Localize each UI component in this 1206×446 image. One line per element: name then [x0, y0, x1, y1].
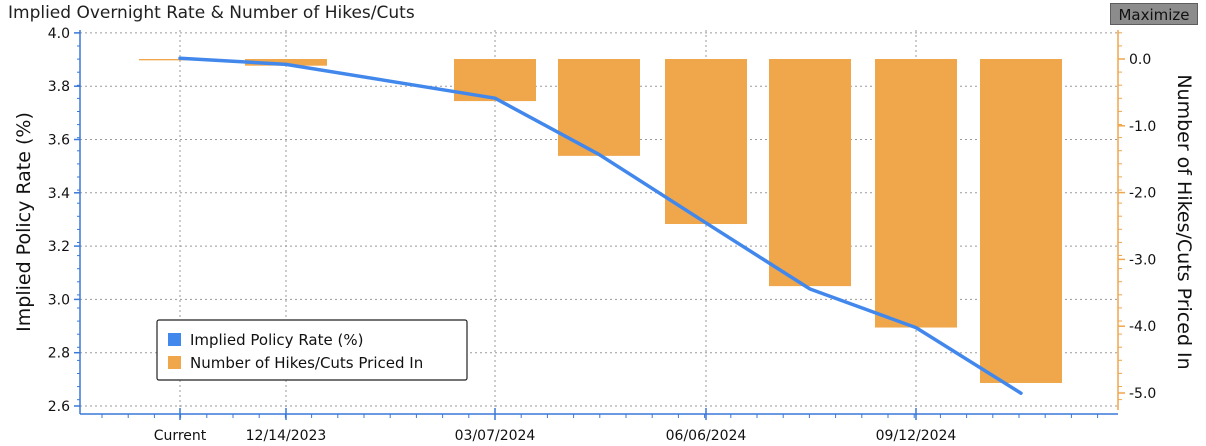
left-tick-label: 2.6	[48, 399, 70, 415]
left-tick-label: 3.4	[48, 186, 70, 202]
bar	[558, 59, 640, 156]
right-tick-label: 0.0	[1129, 52, 1151, 68]
legend-swatch-line	[168, 333, 181, 346]
series-line	[178, 56, 1023, 395]
left-tick-label: 4.0	[48, 26, 70, 42]
legend-label-bar: Number of Hikes/Cuts Priced In	[190, 354, 423, 372]
x-tick-label: Current	[154, 428, 207, 444]
legend-box	[156, 319, 468, 381]
right-tick-label: -3.0	[1129, 252, 1156, 268]
legend-label-line: Implied Policy Rate (%)	[190, 331, 363, 349]
left-tick-label: 3.6	[48, 133, 70, 149]
right-tick-label: -2.0	[1129, 186, 1156, 202]
right-tick-label: -4.0	[1129, 319, 1156, 335]
left-tick-label: 3.0	[48, 292, 70, 308]
bar	[875, 59, 957, 328]
axes: 4.0 3.8 3.6 3.4 3.2 3.0 2.8 2.6 0.0 -1.0 -2.0 -3.0 -…	[13, 26, 1195, 444]
chart-title: Implied Overnight Rate & Number of Hikes…	[8, 3, 415, 23]
legend-swatch-bar	[168, 356, 181, 369]
x-tick-label: 03/07/2024	[455, 428, 536, 444]
left-tick-label: 3.2	[48, 239, 70, 255]
left-tick-label: 2.8	[48, 346, 70, 362]
legend: Implied Policy Rate (%) Number of Hikes/C…	[156, 319, 468, 381]
left-tick-label: 3.8	[48, 79, 70, 95]
line-series	[178, 56, 1023, 395]
maximize-button[interactable]: Maximize	[1110, 3, 1198, 25]
left-axis-title: Implied Policy Rate (%)	[13, 112, 35, 332]
bar	[980, 59, 1062, 383]
x-tick-label: 06/06/2024	[666, 428, 747, 444]
x-tick-label: 09/12/2024	[876, 428, 957, 444]
right-axis-title: Number of Hikes/Cuts Priced In	[1173, 74, 1195, 369]
right-tick-label: -5.0	[1129, 386, 1156, 402]
bar	[769, 59, 851, 287]
right-tick-label: -1.0	[1129, 119, 1156, 135]
bar	[245, 59, 327, 66]
x-tick-label: 12/14/2023	[246, 428, 327, 444]
bar	[665, 59, 747, 224]
title-bar: Implied Overnight Rate & Number of Hikes…	[0, 0, 1206, 28]
